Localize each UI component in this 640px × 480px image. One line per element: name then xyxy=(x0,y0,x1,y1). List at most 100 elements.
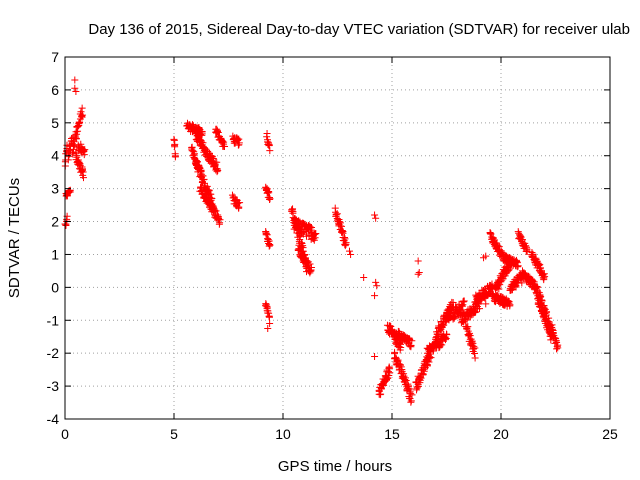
data-point xyxy=(386,369,394,377)
data-point xyxy=(530,278,538,286)
x-tick-label: 0 xyxy=(61,426,69,442)
data-point xyxy=(64,156,72,164)
data-point xyxy=(522,242,530,250)
data-point xyxy=(373,282,381,290)
data-point xyxy=(471,344,479,352)
data-point xyxy=(333,210,341,218)
data-point xyxy=(336,218,344,226)
data-point xyxy=(529,250,537,258)
y-tick-label: -3 xyxy=(47,378,60,394)
data-point xyxy=(306,260,314,268)
data-point xyxy=(482,252,490,260)
data-point xyxy=(306,223,314,231)
data-point xyxy=(458,301,466,309)
data-point xyxy=(206,198,214,206)
data-point xyxy=(265,309,273,317)
data-point xyxy=(198,170,206,178)
data-point xyxy=(341,242,349,250)
data-point xyxy=(266,147,274,155)
data-point xyxy=(407,390,415,398)
data-point xyxy=(81,146,89,154)
data-point xyxy=(402,376,410,384)
data-point xyxy=(371,292,379,300)
data-point xyxy=(407,343,415,351)
data-point xyxy=(414,270,422,278)
data-point xyxy=(395,328,403,336)
data-point xyxy=(266,241,274,249)
data-point xyxy=(425,358,433,366)
data-point xyxy=(198,187,206,195)
y-tick-label: 2 xyxy=(51,214,59,230)
data-point xyxy=(236,199,244,207)
y-tick-label: 4 xyxy=(51,148,59,164)
data-point xyxy=(235,135,243,143)
data-point xyxy=(547,336,555,344)
data-point xyxy=(73,152,81,160)
data-point xyxy=(408,337,416,345)
data-point xyxy=(199,188,207,196)
data-point xyxy=(78,104,86,112)
data-point xyxy=(397,343,405,351)
data-point xyxy=(384,374,392,382)
data-point xyxy=(372,214,380,222)
grid-layer xyxy=(65,57,610,419)
data-point xyxy=(487,230,495,238)
data-point xyxy=(66,186,74,194)
data-point xyxy=(407,397,415,405)
y-tick-label: 1 xyxy=(51,246,59,262)
data-point xyxy=(347,250,355,258)
data-point xyxy=(537,301,545,309)
data-point xyxy=(74,123,82,131)
data-point xyxy=(440,321,448,329)
data-point xyxy=(79,111,87,119)
data-point xyxy=(415,269,423,277)
y-tick-label: 6 xyxy=(51,82,59,98)
data-point xyxy=(518,279,526,287)
data-point xyxy=(266,195,274,203)
plot-frame xyxy=(64,56,611,420)
data-point xyxy=(295,217,303,225)
data-point xyxy=(462,316,470,324)
data-point xyxy=(296,236,304,244)
data-point xyxy=(213,158,221,166)
data-point xyxy=(71,76,79,84)
data-point xyxy=(396,361,404,369)
data-point xyxy=(360,273,368,281)
data-point xyxy=(441,336,449,344)
data-point xyxy=(214,166,222,174)
data-point xyxy=(536,292,544,300)
y-tick-label: -1 xyxy=(47,312,60,328)
data-point xyxy=(471,354,479,362)
data-point xyxy=(470,342,478,350)
x-axis-label: GPS time / hours xyxy=(278,458,392,475)
data-point xyxy=(264,325,272,332)
data-point xyxy=(495,285,503,293)
data-point xyxy=(265,312,273,320)
data-point xyxy=(235,203,243,211)
data-point xyxy=(540,274,548,282)
data-point xyxy=(414,257,422,265)
data-point xyxy=(78,166,86,174)
data-point xyxy=(338,228,346,236)
data-point xyxy=(342,239,350,247)
data-point xyxy=(523,248,531,256)
data-point xyxy=(554,341,562,349)
data-point xyxy=(235,139,243,147)
data-point xyxy=(414,380,422,388)
data-point xyxy=(498,276,506,284)
data-point xyxy=(506,301,514,309)
data-point xyxy=(377,385,385,393)
data-point xyxy=(443,331,451,339)
data-point xyxy=(540,270,548,278)
data-point xyxy=(214,213,222,221)
data-point xyxy=(372,278,380,286)
data-point xyxy=(266,320,274,328)
y-tick-label: 3 xyxy=(51,181,59,197)
data-point xyxy=(371,211,379,219)
data-point xyxy=(307,267,315,275)
data-point xyxy=(211,206,219,214)
data-point xyxy=(203,182,211,190)
data-point xyxy=(263,133,271,141)
data-point xyxy=(545,322,553,330)
